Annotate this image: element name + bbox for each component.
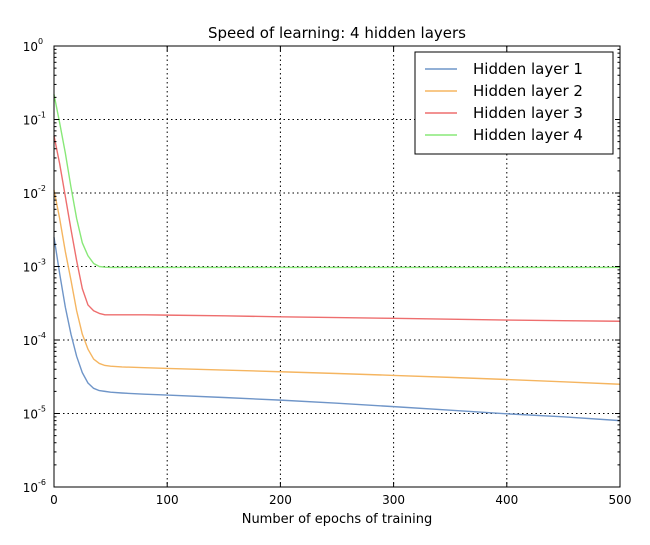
x-tick-label: 0	[50, 493, 58, 507]
series-layer	[53, 94, 621, 422]
x-axis-label: Number of epochs of training	[242, 512, 433, 527]
y-tick-label: 10 -1	[23, 111, 46, 128]
y-tick-exponent: 0	[38, 37, 43, 46]
y-tick-label: 10 -2	[23, 184, 46, 201]
y-tick-base: 10	[23, 114, 38, 128]
y-tick-label: 10 -4	[23, 331, 46, 348]
x-tick-label: 200	[269, 493, 292, 507]
ticks	[53, 45, 621, 488]
y-tick-exponent: -2	[38, 184, 46, 193]
x-tick-label: 400	[495, 493, 518, 507]
legend-label-4: Hidden layer 4	[473, 126, 583, 144]
x-tick-label: 500	[609, 493, 632, 507]
series-line-3	[53, 135, 621, 322]
x-tick-label: 300	[382, 493, 405, 507]
x-tick-label: 100	[156, 493, 179, 507]
y-tick-base: 10	[23, 481, 38, 495]
legend-label-2: Hidden layer 2	[473, 82, 583, 100]
y-tick-base: 10	[23, 334, 38, 348]
chart-title: Speed of learning: 4 hidden layers	[208, 24, 466, 42]
y-tick-exponent: -3	[38, 258, 46, 267]
y-tick-label: 10 0	[23, 37, 43, 54]
series-line-1	[53, 237, 621, 422]
y-tick-exponent: -4	[38, 331, 46, 340]
y-tick-base: 10	[23, 187, 38, 201]
series-line-2	[53, 189, 621, 385]
y-tick-exponent: -5	[38, 405, 46, 414]
series-line-4	[53, 94, 620, 269]
y-tick-label: 10 -5	[23, 405, 46, 422]
y-tick-base: 10	[23, 261, 38, 275]
legend-label-1: Hidden layer 1	[473, 60, 583, 78]
y-tick-exponent: -1	[38, 111, 46, 120]
legend-label-3: Hidden layer 3	[473, 104, 583, 122]
y-tick-exponent: -6	[38, 478, 46, 487]
tick-labels: 0 100 200 300 400 50010-610-510-410-310-210-1…	[23, 37, 632, 507]
y-tick-base: 10	[23, 408, 38, 422]
y-tick-label: 10 -3	[23, 258, 46, 275]
y-tick-label: 10 -6	[23, 478, 46, 495]
legend: Hidden layer 1 Hidden layer 2 Hidden layer…	[414, 51, 614, 155]
y-tick-base: 10	[23, 40, 38, 54]
